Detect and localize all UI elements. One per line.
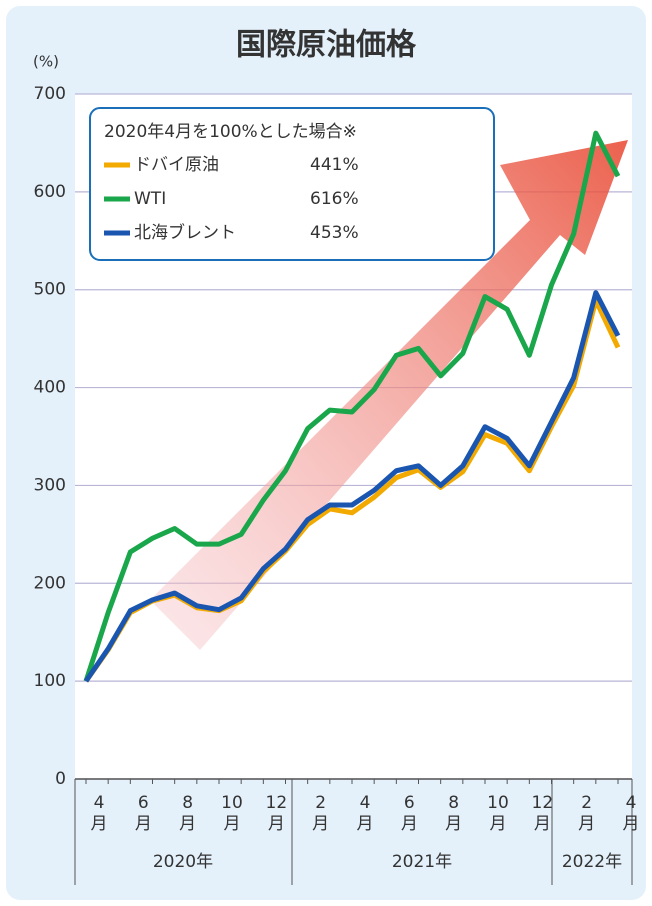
x-tick-label: 4月 xyxy=(90,793,108,834)
y-tick-label: 0 xyxy=(55,769,66,789)
legend-label: 北海ブレント xyxy=(134,222,236,243)
year-label: 2022年 xyxy=(562,852,622,872)
y-unit: (%) xyxy=(33,53,59,71)
x-tick-label: 6月 xyxy=(134,793,152,834)
y-tick-label: 700 xyxy=(34,84,66,104)
x-tick-label: 10月 xyxy=(221,793,243,834)
year-label: 2020年 xyxy=(153,852,213,872)
x-tick-label: 6月 xyxy=(400,793,418,834)
legend-title: 2020年4月を100%とした場合※ xyxy=(104,122,357,142)
x-tick-label: 2月 xyxy=(578,793,596,834)
x-tick-label: 12月 xyxy=(265,793,288,834)
x-tick-label: 4月 xyxy=(356,793,374,834)
series-line xyxy=(83,290,621,683)
x-tick-label: 8月 xyxy=(179,793,197,834)
x-tick-label: 2月 xyxy=(312,793,330,834)
x-tick-label: 10月 xyxy=(487,793,509,834)
x-tick-label: 8月 xyxy=(445,793,463,834)
y-tick-label: 200 xyxy=(34,573,66,593)
legend-value: 453% xyxy=(310,223,359,243)
x-tick-label: 4月 xyxy=(622,793,640,834)
year-label: 2021年 xyxy=(392,852,452,872)
legend-label: WTI xyxy=(134,189,166,209)
y-tick-label: 400 xyxy=(34,378,66,398)
y-tick-label: 100 xyxy=(34,671,66,691)
y-tick-label: 500 xyxy=(34,280,66,300)
y-tick-label: 600 xyxy=(34,182,66,202)
legend-box xyxy=(89,107,495,261)
series-line xyxy=(83,130,621,682)
x-tick-label: 12月 xyxy=(531,793,554,834)
legend-label: ドバイ原油 xyxy=(134,155,219,175)
chart-title: 国際原油価格 xyxy=(236,28,417,63)
trend-arrow xyxy=(150,140,628,650)
legend-value: 441% xyxy=(310,155,359,175)
y-tick-label: 300 xyxy=(34,475,66,495)
legend-value: 616% xyxy=(310,189,359,209)
